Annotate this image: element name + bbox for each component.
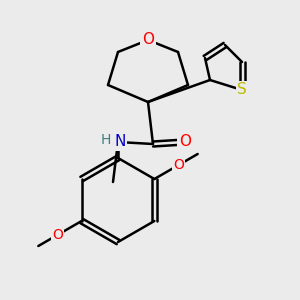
Text: O: O: [142, 32, 154, 47]
Text: S: S: [237, 82, 247, 98]
Text: O: O: [173, 158, 184, 172]
Text: H: H: [101, 133, 111, 147]
Text: O: O: [52, 228, 63, 242]
Text: N: N: [114, 134, 126, 149]
Text: O: O: [179, 134, 191, 148]
